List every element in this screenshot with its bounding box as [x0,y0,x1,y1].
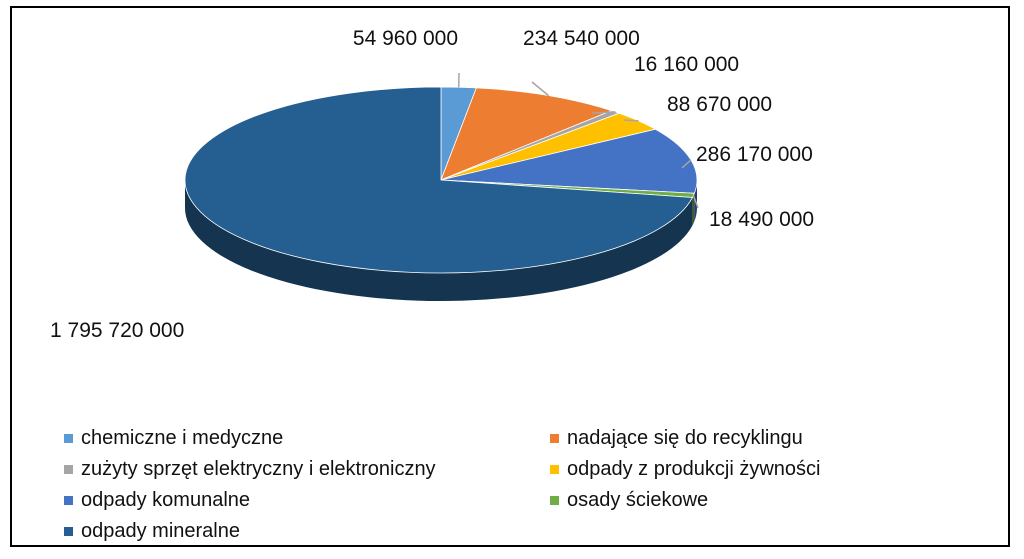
legend-item: chemiczne i medyczne [64,427,283,449]
legend-item: nadające się do recyklingu [550,427,803,449]
leader-line [591,111,616,114]
leader-line [531,81,550,97]
legend-label: odpady mineralne [81,519,240,542]
legend-swatch [550,464,559,474]
pie-data-labels: 54 960 000 234 540 000 16 160 000 88 670 00… [50,27,814,342]
data-label: 1 795 720 000 [50,319,184,342]
legend-label: nadające się do recyklingu [567,426,803,449]
legend-item: odpady mineralne [64,520,240,542]
legend-label: zużyty sprzęt elektryczny i elektroniczn… [81,457,436,480]
pie-slice-side [185,180,693,301]
pie-slice [184,86,694,274]
legend-label: odpady komunalne [81,488,251,511]
legend-item: osady ściekowe [550,489,708,511]
legend-swatch [550,433,559,443]
chart-legend: chemiczne i medyczne nadające się do rec… [24,421,1014,551]
legend-swatch [64,495,73,505]
chart-frame: 54 960 000 234 540 000 16 160 000 88 670 00… [10,6,1010,547]
legend-swatch [64,433,73,443]
legend-item: zużyty sprzęt elektryczny i elektroniczn… [64,458,436,480]
legend-swatch [550,495,559,505]
pie-chart: 54 960 000 234 540 000 16 160 000 88 670 00… [50,27,814,342]
leader-line [692,195,699,209]
data-label: 286 170 000 [696,143,813,166]
data-label: 16 160 000 [634,53,739,76]
legend-item: odpady z produkcji żywności [550,458,820,480]
legend-swatch [64,464,73,474]
data-label: 234 540 000 [523,27,640,50]
legend-swatch [64,526,73,536]
legend-item: odpady komunalne [64,489,250,511]
leader-line [623,119,639,122]
data-label: 88 670 000 [667,93,772,116]
pie-slices [184,86,698,274]
pie-slice-side [692,193,695,226]
data-label: 54 960 000 [353,27,458,50]
legend-label: odpady z produkcji żywności [567,457,821,480]
legend-label: osady ściekowe [567,488,709,511]
leader-line [681,159,692,169]
pie-slice [440,128,698,194]
legend-label: chemiczne i medyczne [81,426,284,449]
data-label: 18 490 000 [709,208,814,231]
